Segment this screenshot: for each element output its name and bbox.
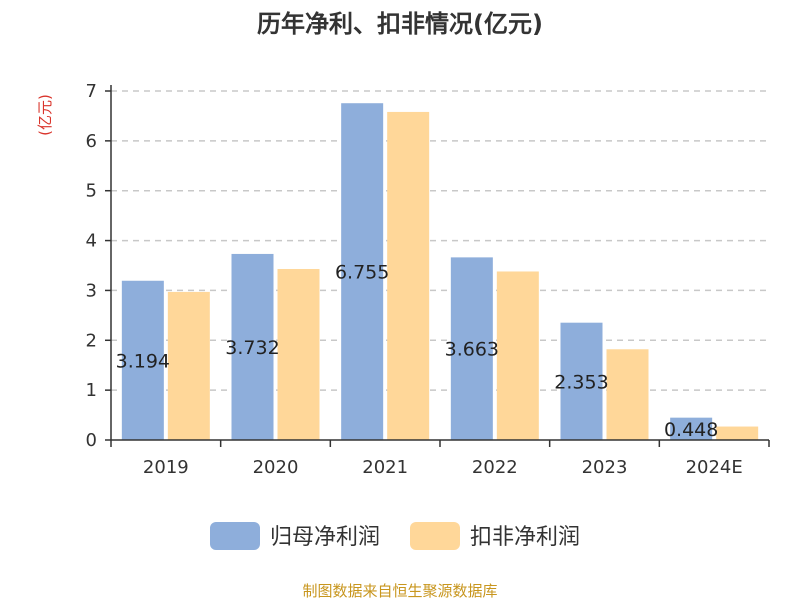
y-tick-label: 6 xyxy=(86,131,97,152)
data-labels: 3.194 3.732 6.755 3.663 2.353 0.448 xyxy=(116,262,719,441)
legend-swatch xyxy=(210,522,260,550)
data-label: 6.755 xyxy=(335,262,389,284)
data-label: 2.353 xyxy=(554,371,608,393)
y-tick-label: 0 xyxy=(86,430,97,451)
legend-item: 归母净利润 xyxy=(210,522,380,550)
legend-swatch xyxy=(410,522,460,550)
bar-deducted-net-profit xyxy=(167,291,210,440)
chart-title: 历年净利、扣非情况(亿元) xyxy=(257,10,543,38)
x-tick-label: 2023 xyxy=(582,457,628,478)
y-axis-label: (亿元) xyxy=(36,94,54,136)
bar-deducted-net-profit xyxy=(496,271,539,440)
x-tick-label: 2022 xyxy=(472,457,518,478)
bar-deducted-net-profit xyxy=(606,349,649,440)
bar-net-profit xyxy=(450,257,493,440)
legend: 归母净利润 扣非净利润 xyxy=(210,522,580,550)
x-tick-label: 2019 xyxy=(143,457,189,478)
legend-label: 归母净利润 xyxy=(270,525,380,550)
y-tick-label: 3 xyxy=(86,280,97,301)
x-tick-label: 2024E xyxy=(686,457,743,478)
y-tick-label: 5 xyxy=(86,181,97,202)
bar-deducted-net-profit xyxy=(277,268,320,440)
y-tick-label: 7 xyxy=(86,81,97,102)
x-tick-label: 2020 xyxy=(253,457,299,478)
bar-net-profit xyxy=(231,253,274,440)
bar-net-profit xyxy=(341,103,384,440)
y-tick-label: 1 xyxy=(86,380,97,401)
axes: 0 1 2 3 4 5 6 7 2019 2020 2021 2022 2023 2024E xyxy=(86,81,770,478)
y-tick-label: 2 xyxy=(86,330,97,351)
data-label: 3.732 xyxy=(225,337,279,359)
bar-deducted-net-profit xyxy=(387,111,430,440)
source-note: 制图数据来自恒生聚源数据库 xyxy=(302,582,497,600)
y-tick-label: 4 xyxy=(86,231,97,252)
bar-deducted-net-profit xyxy=(716,426,759,440)
data-label: 3.663 xyxy=(445,339,499,361)
legend-item: 扣非净利润 xyxy=(410,522,580,550)
data-label: 0.448 xyxy=(664,419,718,441)
legend-label: 扣非净利润 xyxy=(470,525,580,550)
bar-net-profit xyxy=(670,417,713,440)
data-label: 3.194 xyxy=(116,350,170,372)
x-tick-label: 2021 xyxy=(362,457,408,478)
bar-net-profit xyxy=(121,280,164,440)
bars xyxy=(121,103,759,440)
bar-net-profit xyxy=(560,322,603,440)
